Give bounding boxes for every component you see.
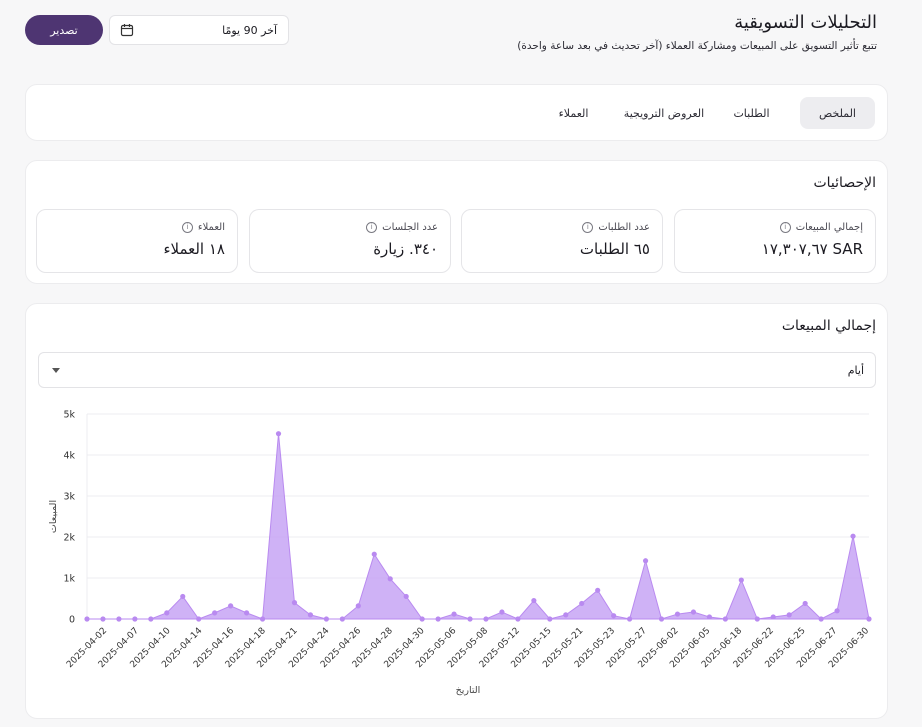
x-axis-label: التاريخ xyxy=(456,685,481,696)
stat-total-sales: i إجمالي المبيعات ١٧,٣٠٧,٦٧ SAR xyxy=(674,209,876,273)
data-point xyxy=(483,616,489,622)
stat-value: ١٧,٣٠٧,٦٧ SAR xyxy=(761,240,863,258)
calendar-icon xyxy=(120,24,134,37)
stat-label: العملاء xyxy=(197,222,225,233)
data-point xyxy=(818,616,824,622)
data-point xyxy=(467,616,473,622)
data-point xyxy=(323,616,329,622)
data-point xyxy=(547,616,553,622)
data-point xyxy=(259,616,266,622)
data-point xyxy=(754,616,760,622)
data-point xyxy=(307,612,314,618)
data-point xyxy=(180,593,186,600)
data-point xyxy=(116,616,122,622)
data-point xyxy=(403,593,409,600)
statistics-title: الإحصائيات xyxy=(813,175,876,191)
stat-customers: i العملاء ١٨ العملاء xyxy=(36,209,238,273)
y-tick-label: 2k xyxy=(63,533,75,544)
tab-customers[interactable]: العملاء xyxy=(558,106,589,120)
sales-chart-card: إجمالي المبيعات أيام 0 1k 2k 3k 4k 5k 2025-04-… xyxy=(25,303,888,719)
data-point xyxy=(802,600,808,607)
data-point xyxy=(275,431,282,437)
stat-sessions-count: i عدد الجلسات ٣٤٠. زيارة xyxy=(249,209,451,273)
export-button[interactable]: تصدير xyxy=(25,15,103,45)
data-point xyxy=(355,603,361,609)
data-point xyxy=(228,603,234,609)
y-tick-label: 0 xyxy=(69,615,75,626)
data-point xyxy=(291,600,298,606)
tab-promotions[interactable]: العروض الترويجية xyxy=(623,106,705,120)
data-point xyxy=(419,616,425,622)
stat-label: عدد الجلسات xyxy=(382,222,438,233)
y-tick-label: 5k xyxy=(63,410,75,421)
granularity-value: أيام xyxy=(847,364,864,377)
data-point xyxy=(674,611,681,617)
data-point xyxy=(100,616,106,622)
y-tick-label: 1k xyxy=(63,574,75,585)
data-point xyxy=(866,616,872,622)
data-point xyxy=(212,610,218,616)
data-point xyxy=(658,616,665,622)
data-point xyxy=(132,616,138,622)
data-point xyxy=(850,533,856,539)
stat-value: ٦٥ الطلبات xyxy=(579,240,650,258)
tab-orders[interactable]: الطلبات xyxy=(733,106,770,120)
info-icon[interactable]: i xyxy=(779,222,791,233)
data-point xyxy=(164,610,170,616)
stat-orders-count: i عدد الطلبات ٦٥ الطلبات xyxy=(461,209,663,273)
page-subtitle: تتبع تأثير التسويق على المبيعات ومشاركة … xyxy=(517,40,877,52)
tab-summary[interactable]: الملخص xyxy=(800,97,875,129)
page-header: التحليلات التسويقية تتبع تأثير التسويق ع… xyxy=(0,0,922,70)
data-point xyxy=(339,616,345,622)
data-point xyxy=(722,616,728,622)
data-point xyxy=(499,609,505,615)
sales-chart-title: إجمالي المبيعات xyxy=(781,318,876,334)
y-tick-label: 4k xyxy=(63,451,75,462)
data-point xyxy=(84,616,90,622)
data-point xyxy=(387,576,393,582)
tabs-bar: الملخص الطلبات العروض الترويجية العملاء xyxy=(25,84,888,141)
data-point xyxy=(515,616,521,622)
granularity-select[interactable]: أيام xyxy=(38,352,876,388)
stat-label: إجمالي المبيعات xyxy=(795,222,863,233)
data-point xyxy=(243,610,250,616)
data-point xyxy=(435,616,441,622)
y-tick-label: 3k xyxy=(63,492,75,503)
data-point xyxy=(738,577,744,583)
y-axis-label: المبيعات xyxy=(48,500,59,533)
data-point xyxy=(627,616,633,622)
data-point xyxy=(371,551,377,557)
sales-area-chart: 01k2k3k4k5k2025-04-022025-04-072025-04-1… xyxy=(48,410,872,696)
data-point xyxy=(706,614,713,620)
info-icon[interactable]: i xyxy=(582,222,594,233)
stat-label: عدد الطلبات xyxy=(598,222,650,233)
date-range-label: آخر 90 يومًا xyxy=(222,24,277,37)
page-title: التحليلات التسويقية xyxy=(734,12,877,33)
stat-value: ٣٤٠. زيارة xyxy=(373,240,438,258)
data-point xyxy=(770,614,776,620)
date-range-picker[interactable]: آخر 90 يومًا xyxy=(109,15,289,45)
data-point xyxy=(786,612,792,618)
data-point xyxy=(595,587,601,593)
info-icon[interactable]: i xyxy=(366,222,378,233)
data-point xyxy=(563,612,569,618)
chevron-down-icon xyxy=(52,368,60,373)
data-point xyxy=(579,600,585,607)
info-icon[interactable]: i xyxy=(181,222,193,233)
data-point xyxy=(642,558,649,564)
data-point xyxy=(690,609,697,615)
stat-value: ١٨ العملاء xyxy=(163,240,225,258)
data-point xyxy=(148,616,154,622)
data-point xyxy=(834,608,840,614)
sales-area xyxy=(87,433,870,620)
data-point xyxy=(611,613,617,619)
data-point xyxy=(531,597,537,604)
statistics-card: الإحصائيات i إجمالي المبيعات ١٧,٣٠٧,٦٧ SA… xyxy=(25,160,888,284)
data-point xyxy=(451,611,457,617)
data-point xyxy=(196,616,202,622)
